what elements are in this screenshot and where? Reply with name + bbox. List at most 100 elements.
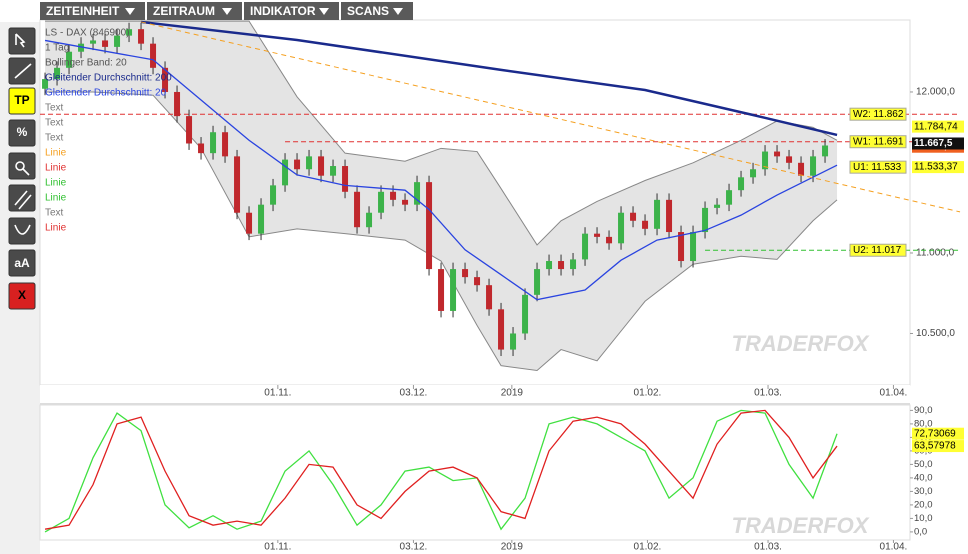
dropdown-arrow bbox=[222, 8, 232, 15]
value-tag-label: 63,57978 bbox=[914, 441, 956, 452]
candle-body bbox=[594, 233, 601, 237]
candle-body bbox=[498, 309, 505, 350]
candle-body bbox=[354, 191, 361, 228]
y-tick-label: 11.000,0 bbox=[916, 248, 955, 259]
candle-body bbox=[798, 162, 805, 176]
x-tick-label: 01.04. bbox=[880, 542, 908, 553]
price-chart: 12.000,0 11.000,0 10.500,0 01.11. 03.12. 2019… bbox=[40, 20, 964, 399]
menu-label[interactable]: ZEITEINHEIT bbox=[46, 4, 120, 18]
candle-body bbox=[402, 199, 409, 205]
candle-body bbox=[294, 159, 301, 170]
candle-body bbox=[510, 333, 517, 350]
candle-body bbox=[642, 220, 649, 229]
y-tick-label: 12.000,0 bbox=[916, 87, 955, 98]
candle-body bbox=[42, 79, 49, 89]
tool-label[interactable]: % bbox=[17, 125, 28, 139]
legend-text: Text bbox=[45, 133, 64, 144]
candle-body bbox=[630, 212, 637, 221]
candle-body bbox=[126, 29, 133, 36]
oscillator: 90,080,070,060,050,040,030,020,010,00,00… bbox=[44, 405, 964, 553]
tool-icon bbox=[14, 190, 32, 210]
y-tick-label: 80,0 bbox=[914, 418, 933, 429]
bollinger-lower bbox=[45, 91, 838, 372]
tool-label[interactable]: aA bbox=[14, 256, 30, 270]
bollinger-upper bbox=[45, 20, 838, 246]
candle-body bbox=[234, 156, 241, 213]
tool-button[interactable] bbox=[8, 249, 36, 277]
candle-body bbox=[390, 191, 397, 200]
candle-body bbox=[138, 29, 145, 44]
tool-icon bbox=[14, 63, 32, 79]
tool-button[interactable] bbox=[8, 217, 36, 245]
menu-label[interactable]: INDIKATOR bbox=[250, 4, 316, 18]
y-tick-label: 10,0 bbox=[914, 513, 933, 524]
menu-label[interactable]: SCANS bbox=[347, 4, 389, 18]
legend-text: Text bbox=[45, 208, 64, 219]
candle-body bbox=[702, 207, 709, 233]
tool-label[interactable]: TP bbox=[14, 93, 29, 107]
candle-body bbox=[726, 190, 733, 205]
candle-body bbox=[486, 285, 493, 310]
candle-body bbox=[54, 67, 61, 80]
menu-button[interactable] bbox=[147, 2, 242, 20]
candle-body bbox=[270, 185, 277, 205]
legend-text: Linie bbox=[45, 193, 67, 204]
candle-body bbox=[678, 232, 685, 262]
candle-body bbox=[810, 156, 817, 176]
candle-body bbox=[78, 43, 85, 52]
tool-button[interactable] bbox=[8, 119, 36, 147]
candle-body bbox=[438, 269, 445, 311]
price-tag-label: 11.784,74 bbox=[914, 121, 958, 132]
candle-body bbox=[450, 269, 457, 311]
candle-body bbox=[462, 269, 469, 278]
indicator-line bbox=[140, 20, 838, 137]
tool-label[interactable]: X bbox=[18, 288, 26, 302]
candle-body bbox=[66, 51, 73, 68]
y-tick-label: 90,0 bbox=[914, 405, 933, 416]
menu-button[interactable] bbox=[244, 2, 339, 20]
candle-body bbox=[282, 159, 289, 186]
tool-button[interactable] bbox=[8, 87, 36, 115]
candle-body bbox=[186, 116, 193, 144]
value-tag bbox=[912, 440, 964, 453]
legend-text: Bollinger Band: 20 bbox=[45, 58, 127, 69]
x-tick-label: 01.03. bbox=[754, 542, 782, 553]
level-label: W2: 11.862 bbox=[853, 109, 904, 120]
x-tick-label: 2019 bbox=[501, 388, 524, 399]
candle-body bbox=[666, 199, 673, 233]
legend-text: Text bbox=[45, 103, 64, 114]
oscillator-line bbox=[44, 409, 838, 533]
candle-body bbox=[618, 212, 625, 244]
price-tag bbox=[912, 137, 964, 150]
candle-body bbox=[606, 236, 613, 244]
candle-body bbox=[210, 132, 217, 154]
level-label-box bbox=[849, 107, 907, 121]
tool-button[interactable] bbox=[8, 282, 36, 310]
tool-button[interactable] bbox=[8, 152, 36, 180]
candle-body bbox=[102, 40, 109, 47]
watermark: TRADERFOX bbox=[732, 513, 870, 538]
candle-body bbox=[258, 204, 265, 234]
legend-text: 1 Tag bbox=[45, 43, 69, 54]
legend-text: Text bbox=[45, 118, 64, 129]
legend-text: Linie bbox=[45, 163, 67, 174]
candle-body bbox=[306, 156, 313, 170]
y-tick-label: 40,0 bbox=[914, 472, 933, 483]
level-label: U1: 11.533 bbox=[853, 162, 902, 173]
ui: ZEITEINHEIT ZEITRAUM INDIKATOR SCANS TP% aA X bbox=[8, 2, 413, 310]
menu-label[interactable]: ZEITRAUM bbox=[153, 4, 215, 18]
x-tick-label: 01.04. bbox=[880, 388, 908, 399]
candle-body bbox=[162, 67, 169, 92]
x-tick-label: 03.12. bbox=[400, 542, 428, 553]
oscillator-line bbox=[44, 409, 838, 530]
price-tag bbox=[912, 161, 964, 174]
value-tag bbox=[912, 427, 964, 440]
candle-body bbox=[90, 40, 97, 44]
menu-button[interactable] bbox=[40, 2, 145, 20]
bollinger-band bbox=[45, 21, 838, 371]
candle-body bbox=[330, 166, 337, 176]
candle-body bbox=[426, 182, 433, 270]
candle-body bbox=[822, 145, 829, 157]
menu-button[interactable] bbox=[341, 2, 413, 20]
